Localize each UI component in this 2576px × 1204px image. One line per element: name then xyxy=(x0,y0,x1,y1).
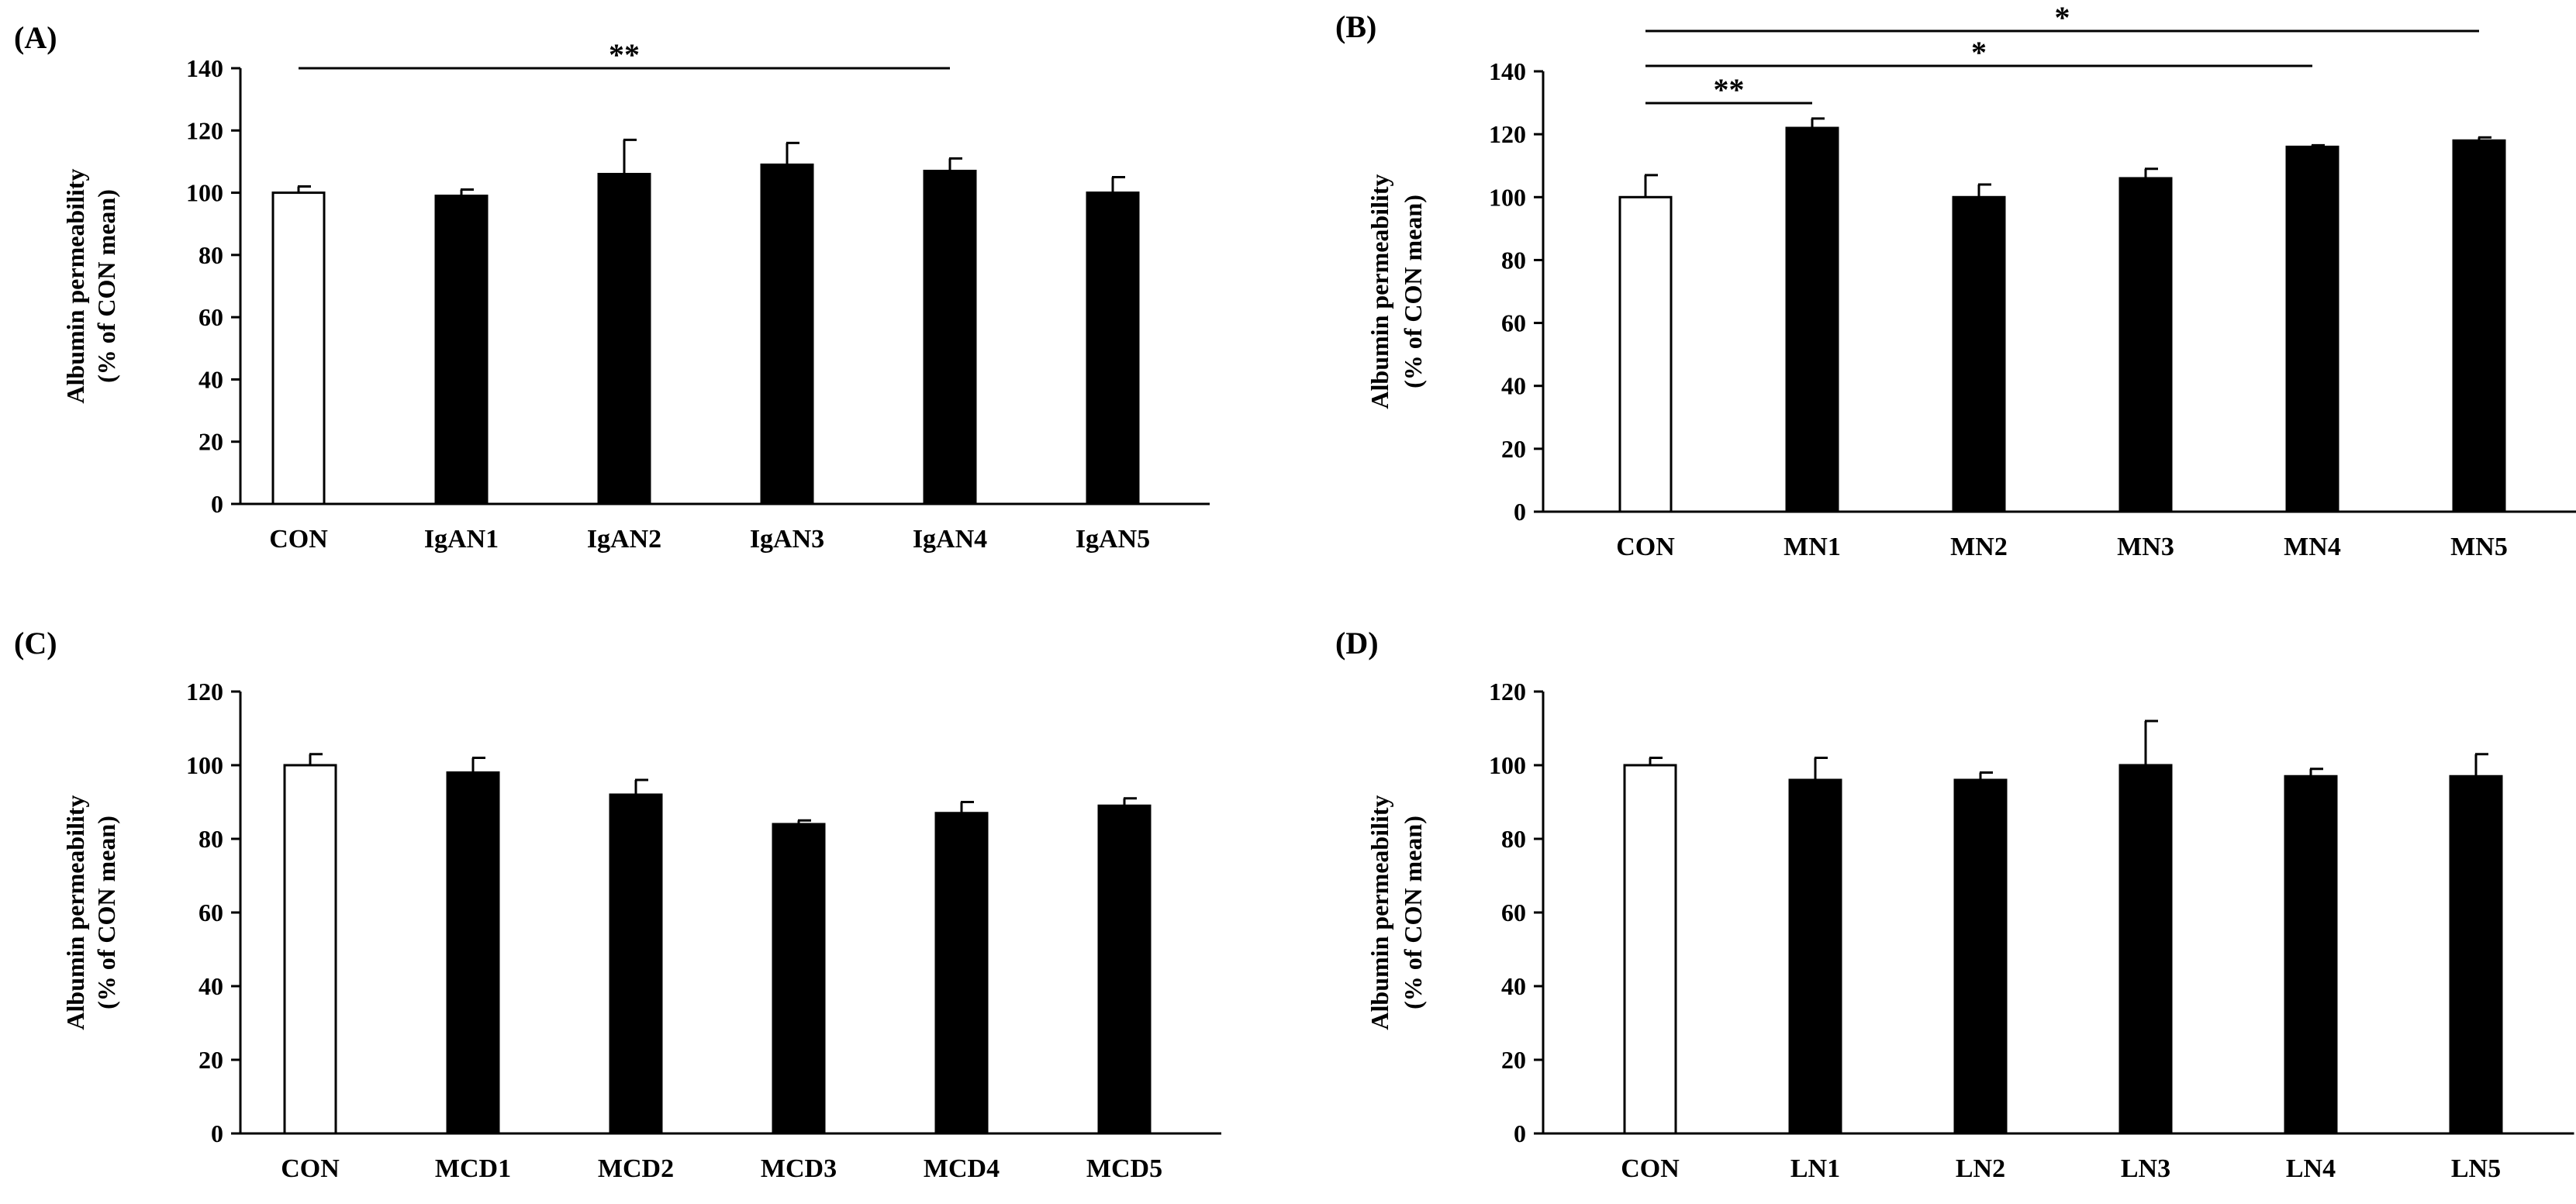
bar-mn3 xyxy=(2118,177,2173,513)
bar-mn1 xyxy=(1785,126,1839,513)
x-tick-label: CON xyxy=(281,1154,340,1183)
x-tick-label: IgAN3 xyxy=(750,525,824,554)
y-tick-label: 0 xyxy=(1514,498,1526,526)
bar-mn4 xyxy=(2285,145,2339,513)
x-tick-label: LN4 xyxy=(2286,1154,2336,1183)
bar-con xyxy=(1618,195,1673,513)
x-tick-label: LN1 xyxy=(1790,1154,1840,1183)
significance-marker: ** xyxy=(609,37,640,72)
y-tick-label: 20 xyxy=(199,1046,223,1074)
panel-label: (A) xyxy=(14,20,57,55)
y-tick-label: 100 xyxy=(186,179,223,207)
y-tick-label: 120 xyxy=(186,678,223,705)
y-tick-label: 60 xyxy=(199,303,223,331)
x-tick-label: MCD5 xyxy=(1086,1154,1162,1183)
significance-marker: ** xyxy=(1714,72,1745,107)
x-tick-label: CON xyxy=(1616,533,1675,561)
bar-con xyxy=(1623,764,1677,1135)
y-tick-label: 100 xyxy=(1489,751,1526,779)
significance-marker: * xyxy=(1971,35,1987,70)
bar-mcd3 xyxy=(772,823,826,1135)
y-tick-label: 80 xyxy=(199,241,223,269)
y-tick-label: 60 xyxy=(199,899,223,926)
y-tick-label: 120 xyxy=(1489,120,1526,148)
y-tick-label: 100 xyxy=(186,751,223,779)
bar-igan1 xyxy=(434,195,489,505)
x-tick-label: IgAN4 xyxy=(913,525,987,554)
bar-con xyxy=(271,191,326,505)
y-tick-label: 20 xyxy=(199,428,223,456)
panel-label: (D) xyxy=(1335,626,1379,661)
bar-con xyxy=(283,764,337,1135)
bar-igan3 xyxy=(760,163,814,505)
bar-mcd4 xyxy=(934,812,989,1135)
y-tick-label: 0 xyxy=(1514,1119,1526,1147)
x-tick-label: MCD2 xyxy=(598,1154,674,1183)
chart-panel-c: (C) 0 20 40 60 80 100 120 Albumin permeability (%… xyxy=(14,626,1221,1183)
bar-mcd5 xyxy=(1097,804,1152,1135)
y-tick-label: 40 xyxy=(199,365,223,393)
bar-mcd2 xyxy=(609,793,663,1135)
x-tick-label: MN4 xyxy=(2284,533,2341,561)
x-tick-label: CON xyxy=(1621,1154,1680,1183)
y-tick-label: 80 xyxy=(1501,246,1526,274)
chart-panel-b: (B) 0 20 40 60 80 100 120 140 Albumin permeabilit… xyxy=(1335,0,2576,561)
significance-marker: * xyxy=(2055,0,2070,35)
y-tick-label: 20 xyxy=(1501,435,1526,463)
y-tick-label: 40 xyxy=(1501,972,1526,1000)
bar-igan4 xyxy=(923,169,977,505)
y-axis-subtitle: (% of CON mean) xyxy=(92,816,120,1009)
bar-mn2 xyxy=(1952,195,2006,513)
bar-ln4 xyxy=(2284,774,2338,1135)
x-tick-label: MN2 xyxy=(1950,533,2008,561)
y-axis-title: Albumin permeability xyxy=(1366,795,1393,1030)
panel-label: (B) xyxy=(1335,9,1376,44)
y-tick-label: 0 xyxy=(211,490,223,518)
y-axis-subtitle: (% of CON mean) xyxy=(1399,195,1427,388)
bar-ln2 xyxy=(1953,778,2008,1135)
bar-igan2 xyxy=(597,172,651,505)
y-axis-title: Albumin permeability xyxy=(1366,174,1393,409)
y-tick-label: 20 xyxy=(1501,1046,1526,1074)
y-tick-label: 100 xyxy=(1489,183,1526,211)
y-tick-label: 40 xyxy=(1501,372,1526,400)
y-tick-label: 40 xyxy=(199,972,223,1000)
x-tick-label: MN1 xyxy=(1784,533,1841,561)
y-tick-label: 140 xyxy=(186,54,223,82)
x-tick-label: IgAN2 xyxy=(587,525,661,554)
x-tick-label: LN5 xyxy=(2451,1154,2501,1183)
y-tick-label: 80 xyxy=(199,825,223,853)
bar-ln3 xyxy=(2118,764,2173,1135)
y-tick-label: 120 xyxy=(186,116,223,144)
y-tick-label: 120 xyxy=(1489,678,1526,705)
y-axis-title: Albumin permeability xyxy=(61,168,89,403)
bar-igan5 xyxy=(1086,191,1140,505)
y-tick-label: 60 xyxy=(1501,309,1526,337)
bar-ln1 xyxy=(1788,778,1842,1135)
x-tick-label: MCD4 xyxy=(924,1154,1000,1183)
y-tick-label: 0 xyxy=(211,1119,223,1147)
x-tick-label: MN3 xyxy=(2117,533,2174,561)
chart-panel-d: (D) 0 20 40 60 80 100 120 Albumin permeability (%… xyxy=(1335,626,2574,1183)
bar-mcd1 xyxy=(446,771,500,1135)
bar-ln5 xyxy=(2449,774,2503,1135)
x-tick-label: CON xyxy=(269,525,328,554)
x-tick-label: MCD3 xyxy=(761,1154,837,1183)
bar-mn5 xyxy=(2452,139,2506,513)
x-tick-label: IgAN1 xyxy=(424,525,499,554)
x-tick-label: IgAN5 xyxy=(1076,525,1150,554)
y-axis-subtitle: (% of CON mean) xyxy=(92,189,120,383)
x-tick-label: MCD1 xyxy=(435,1154,511,1183)
y-tick-label: 60 xyxy=(1501,899,1526,926)
x-tick-label: LN2 xyxy=(1956,1154,2005,1183)
y-axis-subtitle: (% of CON mean) xyxy=(1399,816,1427,1009)
y-axis-title: Albumin permeability xyxy=(61,795,89,1030)
y-tick-label: 140 xyxy=(1489,57,1526,85)
x-tick-label: LN3 xyxy=(2121,1154,2170,1183)
x-tick-label: MN5 xyxy=(2450,533,2508,561)
y-tick-label: 80 xyxy=(1501,825,1526,853)
chart-panel-a: (A) 0 20 40 60 80 100 120 140 Albumin permeabilit… xyxy=(14,20,1210,554)
panel-label: (C) xyxy=(14,626,57,661)
